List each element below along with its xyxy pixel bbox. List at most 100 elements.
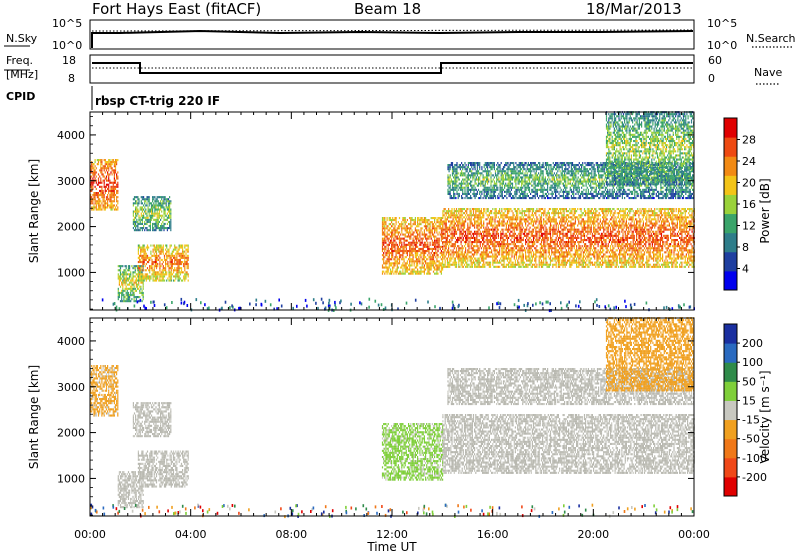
heatmap-cell <box>576 261 578 264</box>
heatmap-cell <box>568 220 570 223</box>
heatmap-cell <box>513 214 515 217</box>
heatmap-cell <box>477 261 479 264</box>
heatmap-cell <box>420 272 422 275</box>
heatmap-cell <box>517 212 519 215</box>
heatmap-cell <box>392 247 394 250</box>
heatmap-cell <box>510 247 512 250</box>
heatmap-cell <box>186 265 188 268</box>
heatmap-cell <box>545 257 547 260</box>
heatmap-cell <box>123 279 125 282</box>
heatmap-cell <box>501 253 503 256</box>
heatmap-cell <box>140 202 142 205</box>
heatmap-cell <box>476 216 478 219</box>
heatmap-cell <box>512 216 514 219</box>
heatmap-cell <box>93 169 95 172</box>
heatmap-cell <box>546 243 548 246</box>
heatmap-cell <box>386 258 388 261</box>
heatmap-cell <box>153 269 155 272</box>
heatmap-cell <box>506 212 509 215</box>
heatmap-cell <box>461 247 463 250</box>
heatmap-cell <box>465 230 467 233</box>
heatmap-cell <box>136 287 139 290</box>
heatmap-cell <box>162 246 164 249</box>
heatmap-cell <box>110 208 112 211</box>
heatmap-cell <box>465 210 467 213</box>
heatmap-cell <box>491 210 493 213</box>
heatmap-cell <box>93 196 95 199</box>
heatmap-cell <box>429 235 431 238</box>
heatmap-cell <box>438 264 440 267</box>
heatmap-cell <box>511 249 513 252</box>
heatmap-cell <box>511 234 513 237</box>
heatmap-cell <box>554 259 556 262</box>
heatmap-cell <box>392 231 394 234</box>
heatmap-cell <box>169 204 171 207</box>
heatmap-cell <box>565 243 567 246</box>
heatmap-cell <box>428 250 430 253</box>
heatmap-cell <box>508 257 510 260</box>
heatmap-cell <box>549 226 552 229</box>
heatmap-cell <box>184 250 186 253</box>
heatmap-cell <box>522 249 524 252</box>
heatmap-cell <box>166 244 168 247</box>
heatmap-cell <box>525 230 527 233</box>
heatmap-cell <box>412 256 414 259</box>
heatmap-cell <box>471 236 473 239</box>
heatmap-cell <box>549 218 552 221</box>
heatmap-cell <box>383 223 385 226</box>
heatmap-cell <box>582 253 584 256</box>
heatmap-cell <box>110 200 112 203</box>
heatmap-cell <box>429 256 431 259</box>
heatmap-cell <box>170 258 172 261</box>
heatmap-cell <box>168 265 170 268</box>
heatmap-cell <box>383 227 385 230</box>
heatmap-cell <box>134 289 136 292</box>
heatmap-cell <box>463 263 466 266</box>
heatmap-cell <box>571 216 573 219</box>
heatmap-cell <box>420 270 422 273</box>
heatmap-cell <box>544 263 546 266</box>
heatmap-cell <box>504 245 506 248</box>
heatmap-cell <box>553 247 555 250</box>
heatmap-cell <box>138 254 141 257</box>
heatmap-cell <box>520 222 522 225</box>
heatmap-cell <box>587 265 589 268</box>
heatmap-cell <box>135 281 137 284</box>
heatmap-cell <box>442 245 444 248</box>
heatmap-cell <box>568 214 570 217</box>
heatmap-cell <box>579 263 581 266</box>
heatmap-cell <box>551 224 553 227</box>
heatmap-cell <box>536 241 538 244</box>
heatmap-cell <box>432 258 435 261</box>
heatmap-cell <box>486 210 488 213</box>
heatmap-cell <box>531 255 533 258</box>
heatmap-cell <box>454 236 456 239</box>
heatmap-cell <box>540 224 543 227</box>
heatmap-cell <box>480 222 482 225</box>
heatmap-cell <box>415 252 418 255</box>
heatmap-cell <box>174 279 176 282</box>
heatmap-cell <box>95 206 97 209</box>
heatmap-cell <box>445 228 447 231</box>
heatmap-cell <box>150 265 152 268</box>
heatmap-cell <box>187 265 189 268</box>
heatmap-cell <box>426 243 428 246</box>
heatmap-cell <box>492 263 494 266</box>
heatmap-cell <box>415 270 418 273</box>
heatmap-cell <box>505 232 507 235</box>
heatmap-cell <box>572 261 574 264</box>
heatmap-cell <box>480 259 482 262</box>
heatmap-cell <box>148 229 150 232</box>
heatmap-cell <box>448 208 450 211</box>
heatmap-cell <box>531 210 533 213</box>
heatmap-cell <box>467 249 469 252</box>
heatmap-cell <box>497 222 499 225</box>
heatmap-cell <box>437 254 439 257</box>
heatmap-cell <box>136 296 139 299</box>
heatmap-cell <box>391 254 393 257</box>
heatmap-cell <box>93 175 95 178</box>
heatmap-cell <box>548 214 550 217</box>
heatmap-cell <box>166 206 168 209</box>
heatmap-cell <box>179 277 181 280</box>
heatmap-cell <box>546 261 548 264</box>
